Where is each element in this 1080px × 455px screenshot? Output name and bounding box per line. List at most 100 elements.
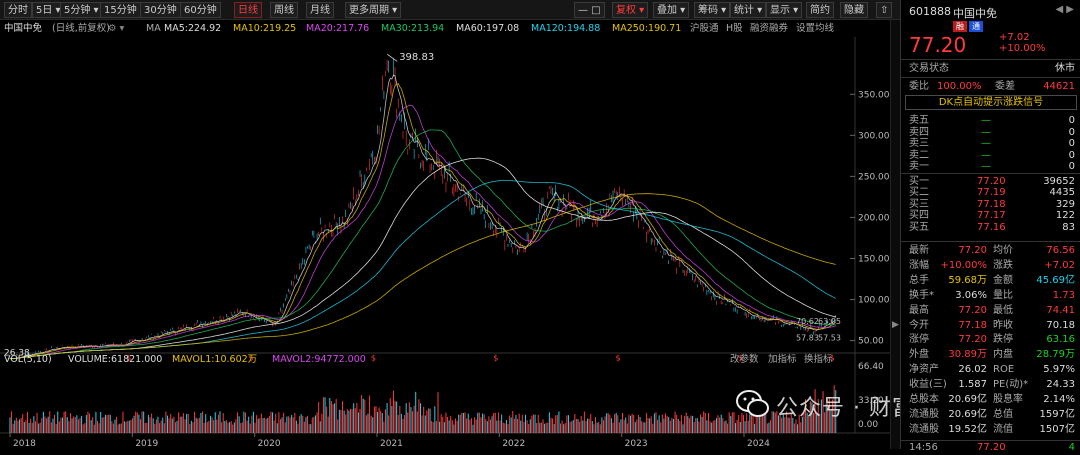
last-price: 77.20 (909, 33, 967, 57)
change-params-link[interactable]: 改参数 (730, 354, 759, 365)
period-button-2[interactable]: 5分钟 ▾ (60, 2, 103, 18)
x-tick-label-5: 2023 (625, 439, 648, 449)
ma-line-3 (9, 129, 836, 360)
stat-row: 总股本 20.69亿 股息率 2.14% (909, 394, 1075, 405)
period-button-14[interactable]: 显示 ▾ (766, 2, 803, 18)
period-button-10[interactable]: 复权 ▾ (612, 2, 649, 18)
ma-label: MA (146, 23, 161, 34)
vol-tick-label-0: 66.40 (858, 362, 884, 372)
dividend-marker-1: $ (249, 353, 254, 362)
swap-indicator-link[interactable]: 换指标 (804, 354, 833, 365)
period-button-7[interactable]: 周线 (270, 2, 298, 18)
ma-line-2 (9, 104, 836, 360)
x-tick-label-2: 2020 (258, 439, 281, 449)
link-h-share[interactable]: H股 (726, 23, 743, 34)
ma20: MA20:217.76 (306, 23, 370, 34)
stat-row: 涨幅 +10.00% 涨跌 +7.02 (909, 259, 1075, 271)
bid-row[interactable]: 买三 77.18 329 (909, 198, 1075, 210)
period-button-5[interactable]: 60分钟 (180, 2, 221, 18)
y-tick-label-3: 200.00 (858, 213, 890, 223)
period-button-8[interactable]: 月线 (306, 2, 334, 18)
ma-line-0 (9, 74, 837, 360)
dividend-marker-2: $ (371, 353, 376, 362)
stat-row: 流通股 19.52亿 流值 1507亿 (909, 423, 1075, 435)
link-set-ma[interactable]: 设置均线 (796, 23, 835, 34)
collapse-up-icon[interactable]: ⇧ (876, 2, 893, 18)
period-button-9[interactable]: 更多周期 ▾ (345, 2, 402, 18)
link-hk-connect[interactable]: 沪股通 (690, 23, 719, 34)
period-button-15[interactable]: 简约 (806, 2, 834, 18)
period-button-6[interactable]: 日线 (234, 2, 262, 18)
max-pointer (386, 53, 398, 62)
y-tick-label-1: 100.00 (858, 296, 890, 306)
nav-arrows-icon[interactable]: ◀ ▶ (1055, 4, 1074, 15)
stat-row: 流通股 20.69亿 总值 1597亿 (909, 408, 1075, 420)
ask-row[interactable]: 卖五 —0 (909, 115, 1075, 126)
order-ratio-row: 委比 100.00% 委差 44621 (909, 81, 1075, 92)
period-button-0[interactable]: 分时 (4, 2, 32, 18)
bid-row[interactable]: 买二 77.19 4435 (909, 187, 1075, 198)
bid-row[interactable]: 买四 77.17 122 (909, 210, 1075, 221)
connect-tag: 通 (969, 21, 983, 32)
stat-row: 换手* 3.06% 量比 1.73 (909, 289, 1075, 301)
end-price-label-3: 57.53 (818, 333, 841, 342)
period-button-4[interactable]: 30分钟 (140, 2, 181, 18)
y-tick-label-4: 250.00 (858, 172, 890, 182)
x-tick-label-1: 2019 (135, 439, 158, 449)
ma-line-4 (9, 157, 836, 360)
vol-tick-label-2: 0.00 (858, 420, 878, 430)
add-indicator-link[interactable]: 加指标 (768, 354, 797, 365)
ask-row[interactable]: 卖三 —0 (909, 138, 1075, 149)
wechat-icon (736, 389, 770, 419)
trade-status-row: 交易状态 休市 (909, 63, 1075, 74)
stat-row: 最新 77.20 均价 76.56 (909, 245, 1075, 256)
end-price-label-1: 63.05 (818, 317, 841, 326)
x-tick-label-3: 2021 (380, 439, 403, 449)
stat-row: 总手 59.68万 金额 45.69亿 (909, 274, 1075, 286)
period-button-11[interactable]: 叠加 ▾ (653, 2, 690, 18)
y-tick-label-0: 50.00 (858, 337, 884, 347)
ask-row[interactable]: 卖四 —0 (909, 126, 1075, 138)
collapse-handle[interactable]: ▶ (890, 20, 900, 449)
vol-value: VOLUME:61821.000 (68, 354, 163, 365)
price-change: +7.02 (999, 32, 1030, 43)
stat-row: 外盘 30.89万 内盘 28.79万 (909, 349, 1075, 361)
period-toolbar: 分时 5日 ▾ 5分钟 ▾ 15分钟 30分钟 60分钟 日线 周线 月线 更多周期 ▾ 复权 ▾ 叠… (0, 0, 900, 20)
ma120: MA120:194.88 (531, 23, 601, 34)
nav-minmax-icon[interactable]: — □ (574, 2, 605, 18)
settings-icon[interactable]: ⚙ ▾ (108, 23, 125, 34)
ask-row[interactable]: 卖二 —0 (909, 149, 1075, 161)
end-price-label-0: 70.62 (796, 317, 819, 326)
price-change-pct: +10.00% (999, 43, 1046, 54)
dk-signal-button[interactable]: DK点自动提示涨跌信号 (905, 95, 1077, 110)
ask-row[interactable]: 卖一 —0 (909, 161, 1075, 172)
bid-row[interactable]: 买一 77.20 39652 (909, 175, 1075, 187)
kline-chart[interactable]: 50.00 100.00 150.00 200.00 250.00 300.00 350.0… (0, 37, 890, 449)
y-tick-label-5: 300.00 (858, 131, 890, 141)
dividend-marker-3: $ (493, 353, 498, 362)
period-button-13[interactable]: 统计 ▾ (730, 2, 767, 18)
dividend-marker-4: $ (616, 353, 621, 362)
x-tick-label-6: 2024 (747, 439, 770, 449)
ma-info-bar: 中国中免 (日线,前复权) ⚙ ▾ MA MA5:224.92 MA10:219… (0, 21, 900, 37)
end-price-label-2: 57.83 (796, 333, 819, 342)
bid-row[interactable]: 买五 77.16 83 (909, 221, 1075, 233)
vol-tick-label-1: 33.20 (858, 396, 884, 406)
chart-subtitle: (日线,前复权) (52, 23, 110, 34)
period-button-12[interactable]: 筹码 ▾ (694, 2, 731, 18)
stat-row: 净资产 26.02 ROE 5.97% (909, 364, 1075, 376)
quote-panel: 601888 中国中免 融 通 ◀ ▶ 77.20 +7.02 +10.00% … (900, 0, 1080, 453)
stock-title: 中国中免 (4, 23, 43, 34)
ma-line-5 (9, 179, 836, 360)
period-button-3[interactable]: 15分钟 (100, 2, 141, 18)
stat-row: 收益(三) 1.587 PE(动)* 24.33 (909, 379, 1075, 391)
y-tick-label-2: 150.00 (858, 254, 890, 264)
link-margin[interactable]: 融资融券 (750, 23, 789, 34)
max-price-label: 398.83 (399, 52, 434, 63)
ma60: MA60:197.08 (456, 23, 520, 34)
period-button-16[interactable]: 隐藏 (840, 2, 868, 18)
y-tick-label-6: 350.00 (858, 90, 890, 100)
mavol1: MAVOL1:10.602万 (172, 354, 258, 365)
tick-row: 14:56 77.20 4 (909, 442, 1075, 453)
stat-row: 涨停 77.20 跌停 63.16 (909, 334, 1075, 346)
